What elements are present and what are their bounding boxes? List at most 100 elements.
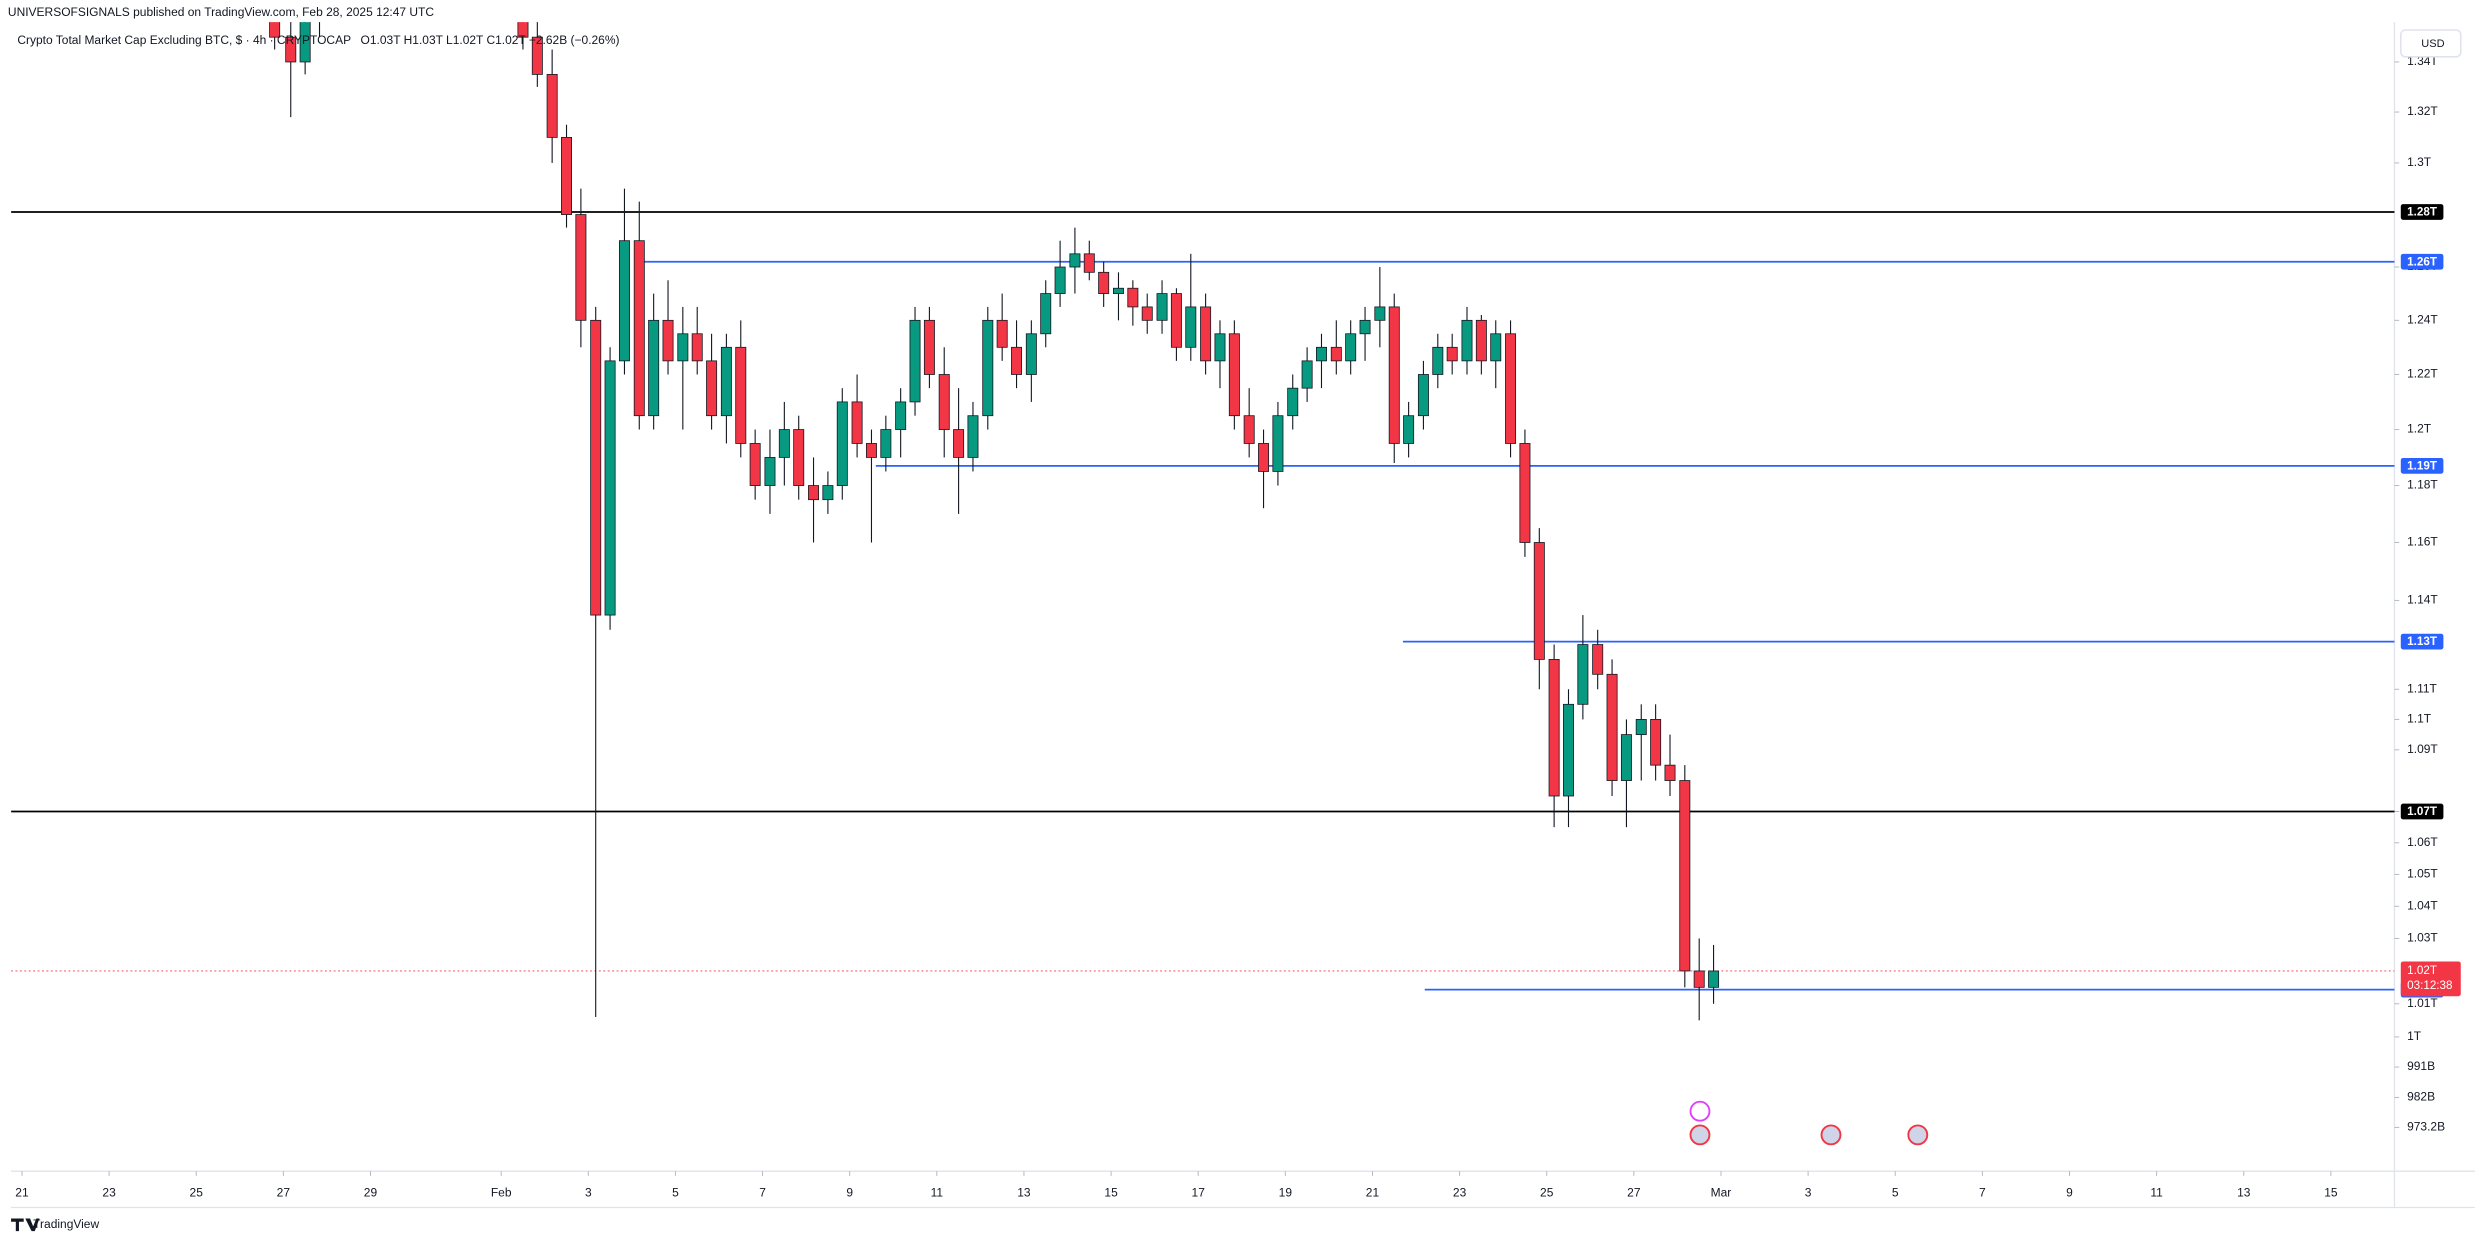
- candle-body: [1563, 703, 1574, 797]
- x-tick-label: 15: [2324, 1185, 2338, 1199]
- candle-body: [1374, 306, 1386, 321]
- event-icon[interactable]: [1689, 1100, 1711, 1122]
- candle-body: [808, 485, 820, 501]
- candle-body: [648, 319, 660, 417]
- level-label: 1.28T: [2407, 206, 2437, 219]
- candle-body: [1490, 333, 1502, 362]
- candle-body: [1141, 306, 1153, 321]
- y-tick-label: 1.32T: [2407, 104, 2438, 118]
- candle-body: [953, 429, 965, 458]
- x-tick-label: 15: [1104, 1185, 1118, 1199]
- candle-body: [1417, 374, 1429, 417]
- level-label: 1.07T: [2407, 805, 2437, 818]
- level-label: 1.19T: [2407, 459, 2437, 472]
- level-label-box: [2400, 253, 2444, 270]
- y-tick-label: 1.09T: [2407, 742, 2438, 756]
- x-tick-label: 3: [585, 1185, 592, 1199]
- x-tick-label: 13: [1017, 1185, 1031, 1199]
- candle-body: [1156, 293, 1168, 321]
- x-tick-label: 27: [277, 1185, 291, 1199]
- x-tick-label: 25: [1540, 1185, 1554, 1199]
- candle-body: [677, 333, 689, 362]
- candle-body: [590, 319, 602, 616]
- candle-body: [793, 429, 805, 486]
- chart-title: Crypto Total Market Cap Excluding BTC, $…: [17, 33, 351, 47]
- level-label-box: [2400, 803, 2444, 820]
- y-tick-label: 1.06T: [2407, 835, 2438, 849]
- candle-body: [633, 240, 645, 417]
- y-tick-label: 1.2T: [2407, 422, 2432, 436]
- y-tick-label: 1.24T: [2407, 312, 2438, 326]
- candle-body: [778, 429, 790, 458]
- y-tick-label: 973.2B: [2407, 1120, 2445, 1134]
- y-tick-label: 1.22T: [2407, 367, 2438, 381]
- event-icon[interactable]: [1820, 1124, 1842, 1146]
- last-price-box: [2400, 961, 2461, 997]
- candle-body: [1620, 734, 1632, 781]
- x-tick-label: 3: [1805, 1185, 1812, 1199]
- event-icon[interactable]: [1689, 1124, 1711, 1146]
- candle-body: [604, 360, 616, 616]
- candle-body: [1200, 306, 1212, 362]
- candle-body: [967, 415, 979, 458]
- x-tick-label: 21: [1366, 1185, 1380, 1199]
- candle-body: [1228, 333, 1240, 417]
- candle-body: [1388, 306, 1400, 444]
- candle-body: [1461, 319, 1473, 362]
- candle-body: [1287, 387, 1299, 417]
- brand-logo: [11, 1218, 40, 1232]
- x-tick-label: 11: [2150, 1185, 2163, 1199]
- candle-body: [1083, 253, 1095, 273]
- candle-body: [1170, 293, 1182, 348]
- candle-body: [1345, 333, 1357, 362]
- last-price-label: 1.02T: [2407, 964, 2437, 977]
- candle-body: [1533, 542, 1545, 660]
- candle-body: [764, 457, 776, 486]
- currency-label[interactable]: USD: [2421, 38, 2444, 50]
- candle-body: [1635, 719, 1647, 735]
- candle-body: [1359, 319, 1371, 335]
- y-tick-label: 991B: [2407, 1059, 2435, 1073]
- candle-body: [1011, 346, 1023, 375]
- y-tick-label: 1.05T: [2407, 867, 2438, 881]
- candle-body: [1693, 970, 1705, 988]
- x-tick-label: 9: [846, 1185, 853, 1199]
- candle-body: [1432, 346, 1444, 375]
- plot-area: [11, 22, 2395, 1021]
- x-tick-label: 13: [2237, 1185, 2251, 1199]
- currency-button[interactable]: [2400, 29, 2462, 58]
- brand-name: TradingView: [33, 1217, 99, 1231]
- candle-body: [923, 319, 935, 375]
- x-tick-label: Mar: [1711, 1185, 1732, 1199]
- candle-body: [880, 429, 892, 458]
- candle-body: [1519, 443, 1531, 543]
- candle-body: [561, 136, 572, 215]
- level-label-box: [2400, 457, 2444, 474]
- x-tick-label: 29: [364, 1185, 378, 1199]
- candle-body: [735, 346, 747, 444]
- candle-body: [996, 319, 1008, 348]
- y-tick-label: 1.01T: [2407, 996, 2438, 1010]
- candle-body: [1258, 443, 1270, 472]
- event-icon[interactable]: [1907, 1124, 1929, 1146]
- candle-body: [1301, 360, 1313, 389]
- publisher-line: UNIVERSOFSIGNALS published on TradingVie…: [8, 5, 434, 19]
- y-tick-label: 1.34T: [2407, 54, 2438, 68]
- candle-body: [865, 443, 877, 458]
- y-tick-label: 1.11T: [2407, 681, 2437, 695]
- candle-body: [1025, 333, 1037, 375]
- candle-body: [1127, 287, 1139, 308]
- candle-body: [531, 36, 543, 75]
- candle-body: [1040, 293, 1052, 335]
- candle-body: [1679, 780, 1691, 972]
- level-label: 1.26T: [2407, 255, 2437, 268]
- x-tick-label: 23: [1453, 1185, 1467, 1199]
- y-tick-label: 1.3T: [2407, 155, 2432, 169]
- y-tick-label: 1.16T: [2407, 535, 2438, 549]
- y-tick-label: 1.03T: [2407, 931, 2438, 945]
- x-tick-label: Feb: [491, 1185, 512, 1199]
- x-tick-label: 23: [102, 1185, 116, 1199]
- candle-body: [517, 22, 529, 38]
- y-tick-label: 1T: [2407, 1029, 2422, 1043]
- x-tick-label: 21: [15, 1185, 29, 1199]
